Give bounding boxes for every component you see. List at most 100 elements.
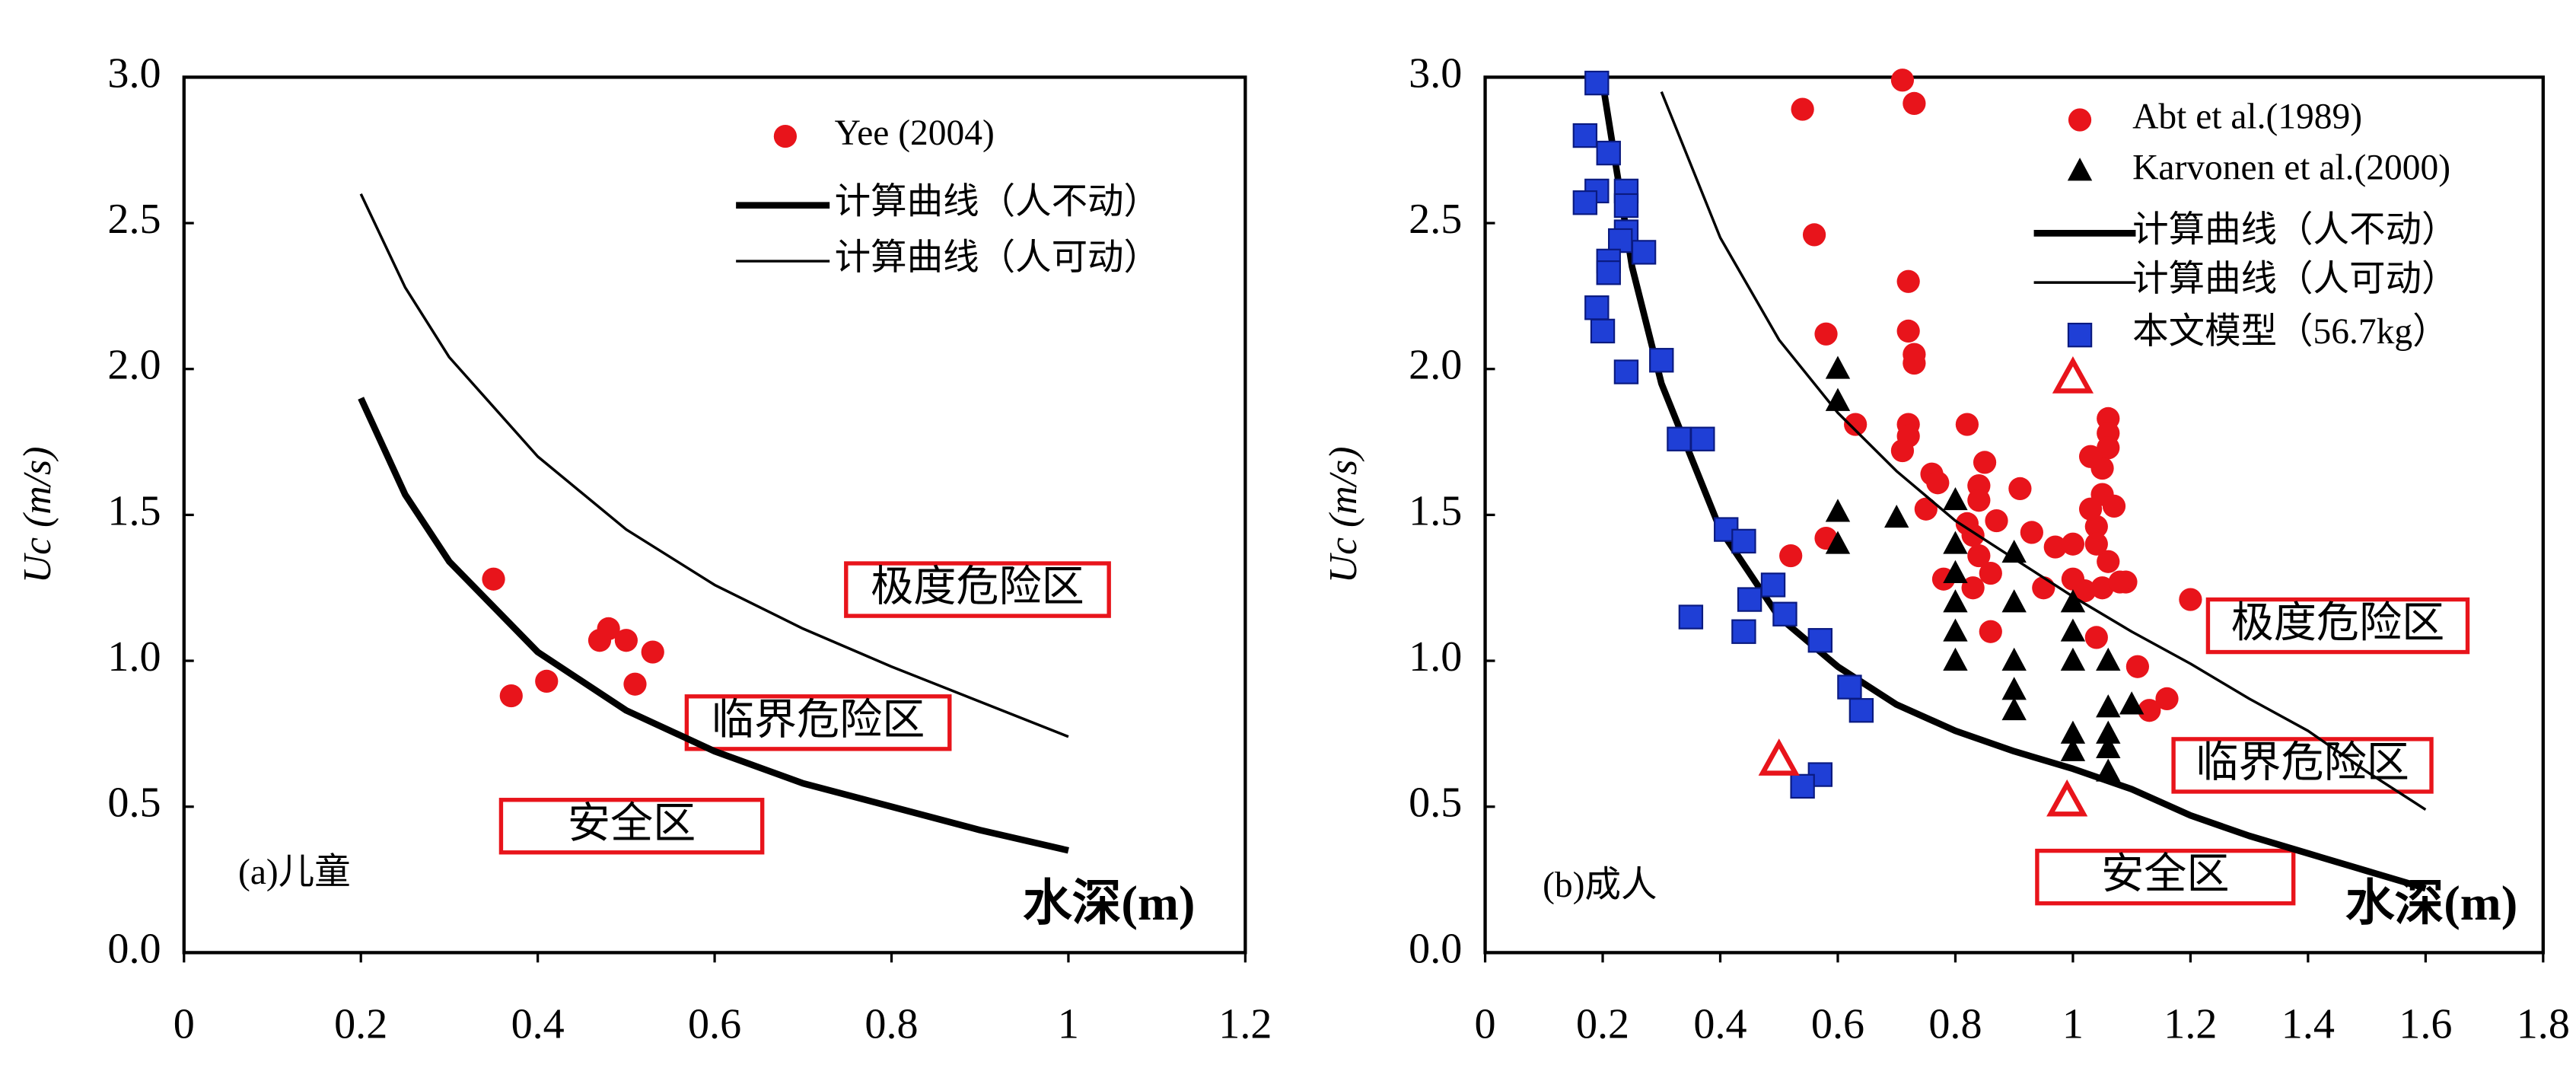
curve (1599, 82, 2427, 892)
y-tick-label: 2.0 (107, 342, 161, 389)
zone-label: 安全区 (2101, 851, 2229, 898)
point (1758, 738, 1800, 776)
point (1825, 499, 1851, 522)
point (1613, 193, 1639, 218)
point (1631, 240, 1657, 265)
zone-label: 临界危险区 (2195, 739, 2409, 786)
point (1903, 91, 1926, 116)
point (1649, 348, 1674, 373)
point (1896, 269, 1920, 293)
legend-label: Karvonen et al.(2000) (2132, 148, 2450, 187)
point (1955, 413, 1979, 436)
y-tick-label: 0.5 (107, 780, 161, 827)
y-tick-label: 2.0 (1409, 342, 1462, 389)
y-axis-label: Uc (m/s) (16, 447, 59, 584)
point (2078, 445, 2103, 468)
point (2008, 477, 2032, 501)
point (1890, 438, 1915, 463)
point (641, 640, 664, 664)
x-tick-label: 0.2 (334, 1001, 387, 1048)
point (1596, 140, 1621, 166)
point (1979, 620, 2002, 643)
point (1613, 359, 1639, 384)
point (1731, 619, 1756, 644)
x-axis-label: 水深(m) (1023, 876, 1196, 931)
point (1943, 647, 1968, 671)
legend-label: 计算曲线（人可动） (2132, 260, 2457, 299)
zone-box (2171, 737, 2434, 794)
plot-frame (1483, 75, 2545, 955)
y-tick-label: 0.0 (107, 925, 161, 972)
point (1973, 451, 1997, 474)
point (2096, 694, 2121, 718)
legend-label: Yee (2004) (835, 113, 995, 153)
zone-box (684, 694, 952, 751)
point (1608, 228, 1633, 253)
point (1844, 413, 1868, 436)
point (1979, 561, 2002, 585)
point (1572, 123, 1598, 148)
point (2097, 436, 2120, 460)
x-tick-label: 0.8 (1928, 1001, 1982, 1048)
point (2084, 515, 2108, 538)
legend-label: 本文模型（56.7kg） (2132, 312, 2448, 352)
point (2125, 655, 2149, 678)
legend-marker (773, 124, 798, 148)
point (1943, 560, 1968, 584)
point (2052, 355, 2094, 394)
point (2060, 618, 2086, 642)
x-tick-label: 1 (1058, 1001, 1079, 1048)
point (1590, 318, 1616, 344)
point (2096, 735, 2121, 759)
point (2084, 626, 2108, 649)
y-tick-label: 1.5 (1409, 487, 1462, 534)
zone-box (844, 561, 1111, 618)
legend-marker (2068, 108, 2092, 132)
legend-marker (2067, 158, 2093, 181)
x-tick-label: 0 (174, 1001, 195, 1048)
y-tick-label: 3.0 (1409, 49, 1462, 97)
x-tick-label: 0.4 (1693, 1001, 1747, 1048)
x-tick-label: 1.2 (1218, 1001, 1272, 1048)
zone-box (2205, 597, 2470, 655)
point (2001, 647, 2027, 671)
x-tick-label: 1.6 (2399, 1001, 2452, 1048)
legend-marker (2067, 322, 2093, 348)
point (2119, 691, 2145, 715)
panel-label: (a)儿童 (238, 852, 351, 892)
curve (1660, 91, 2427, 811)
point (1584, 295, 1610, 320)
point (535, 669, 559, 693)
point (2096, 720, 2121, 744)
x-tick-label: 0.6 (688, 1001, 741, 1048)
point (2179, 588, 2202, 611)
x-tick-label: 0.6 (1811, 1001, 1864, 1048)
point (2001, 697, 2027, 721)
point (1572, 190, 1598, 215)
point (2096, 647, 2121, 671)
point (2060, 720, 2086, 744)
point (1943, 486, 1968, 511)
point (1807, 628, 1832, 653)
y-tick-label: 2.5 (107, 196, 161, 243)
point (2060, 738, 2086, 761)
panel-label: (b)成人 (1543, 866, 1657, 905)
y-tick-label: 0.0 (1409, 925, 1462, 972)
point (2061, 532, 2085, 556)
point (1967, 544, 1991, 568)
point (1814, 322, 1838, 346)
zone-label: 安全区 (568, 800, 696, 847)
legend-label: Abt et al.(1989) (2132, 97, 2362, 136)
point (1678, 604, 1704, 630)
point (597, 617, 620, 641)
point (623, 672, 647, 696)
point (1825, 355, 1851, 379)
point (2138, 699, 2161, 722)
point (2108, 570, 2132, 594)
point (1790, 773, 1815, 799)
y-tick-label: 1.0 (1409, 633, 1462, 681)
point (1890, 69, 1915, 92)
point (1731, 528, 1756, 554)
